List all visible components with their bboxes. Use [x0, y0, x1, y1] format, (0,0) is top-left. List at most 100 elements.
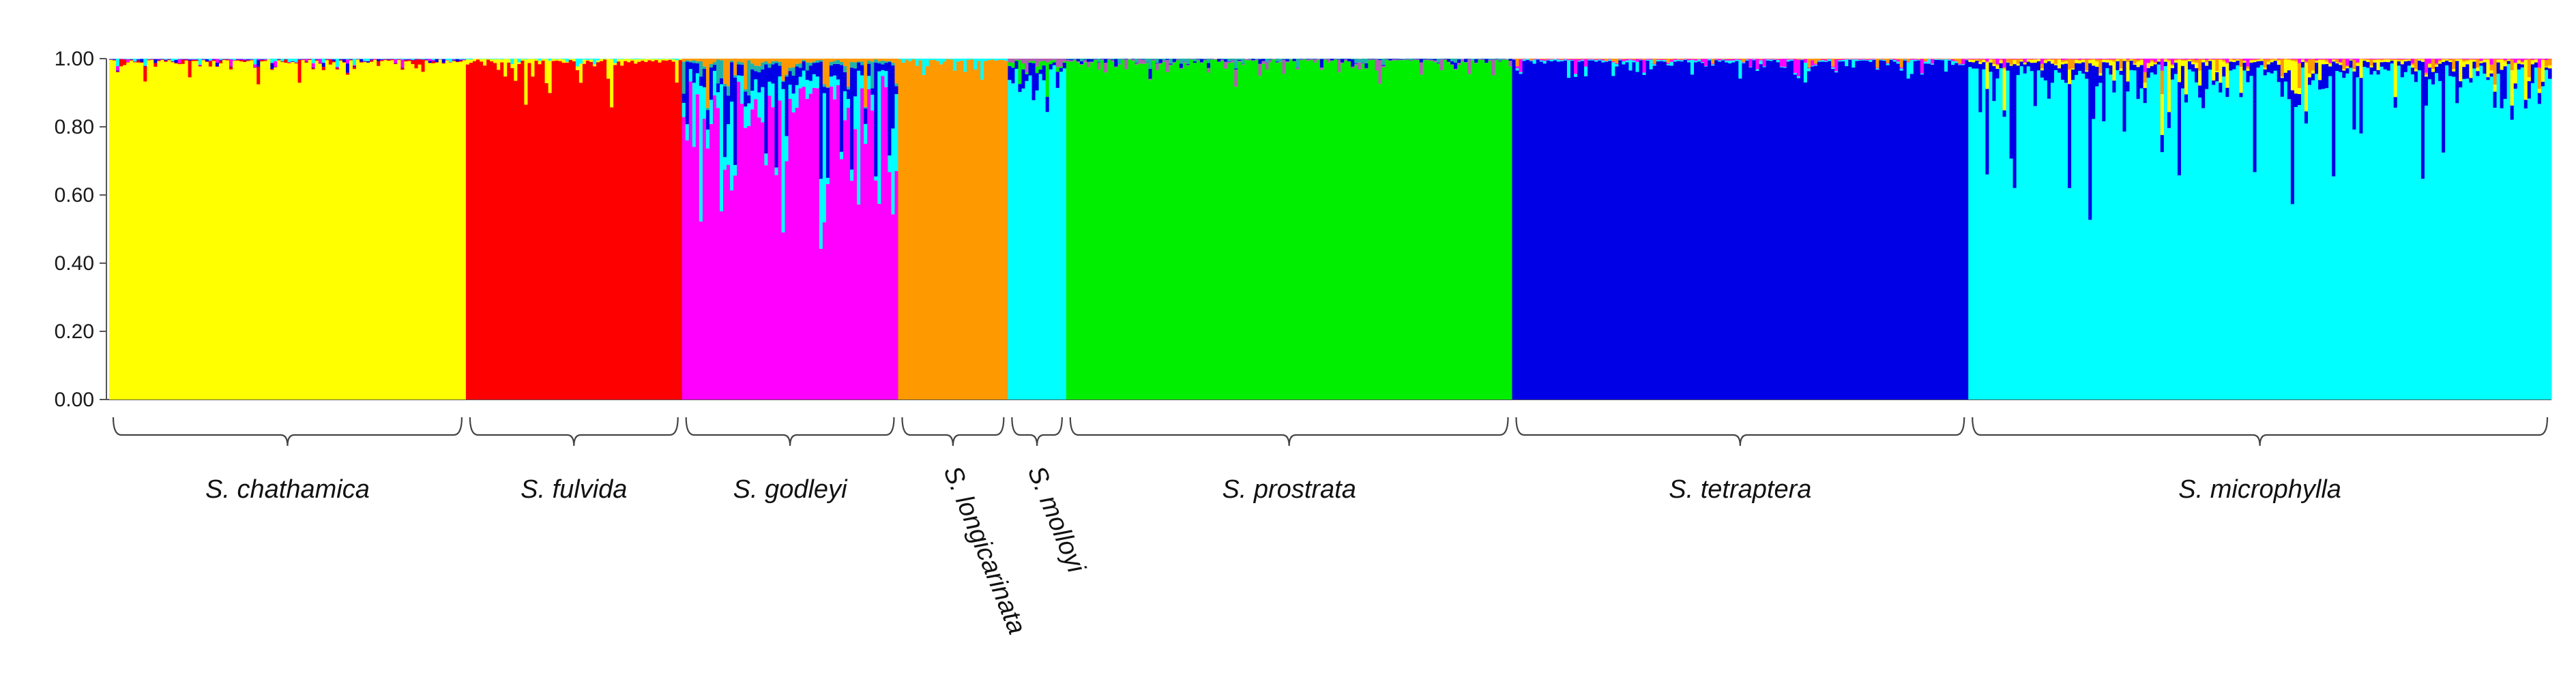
membership-segment	[1676, 59, 1681, 60]
membership-segment	[2527, 81, 2532, 99]
individual-bar	[1152, 59, 1156, 400]
membership-segment	[2239, 66, 2244, 93]
individual-bar	[2297, 59, 2302, 400]
membership-segment	[805, 98, 810, 400]
membership-segment	[2414, 69, 2418, 72]
individual-bar	[2420, 59, 2425, 400]
membership-segment	[1258, 63, 1263, 76]
membership-segment	[720, 60, 724, 78]
membership-segment	[651, 61, 656, 400]
membership-segment	[1192, 61, 1197, 63]
membership-segment	[225, 59, 230, 60]
membership-segment	[2311, 73, 2315, 80]
membership-segment	[2095, 59, 2099, 62]
individual-bar	[2184, 59, 2189, 400]
membership-segment	[839, 61, 844, 65]
membership-segment	[418, 59, 422, 65]
individual-bar	[1968, 59, 1972, 400]
individual-bar	[1855, 59, 1859, 400]
individual-bar	[1004, 59, 1008, 400]
membership-segment	[390, 60, 394, 400]
individual-bar	[1502, 59, 1506, 400]
individual-bar	[297, 59, 302, 400]
individual-bar	[877, 59, 881, 400]
membership-segment	[723, 59, 727, 84]
individual-bar	[1745, 59, 1750, 400]
membership-segment	[699, 221, 703, 400]
membership-segment	[727, 95, 731, 125]
membership-segment	[747, 60, 751, 95]
membership-segment	[167, 60, 172, 400]
membership-segment	[1018, 91, 1023, 400]
membership-segment	[822, 93, 827, 223]
membership-segment	[2102, 59, 2106, 63]
individual-bar	[1066, 59, 1070, 400]
individual-bar	[1704, 59, 1708, 400]
membership-segment	[685, 140, 690, 400]
individual-bar	[1725, 59, 1729, 400]
membership-segment	[1439, 59, 1444, 71]
membership-segment	[1251, 59, 1255, 61]
membership-segment	[2012, 64, 2017, 188]
individual-bar	[1316, 59, 1321, 400]
membership-segment	[695, 61, 700, 63]
individual-bar	[1834, 59, 1839, 400]
membership-segment	[857, 59, 861, 62]
membership-segment	[2236, 59, 2240, 60]
membership-segment	[2503, 61, 2508, 67]
individual-bar	[1738, 59, 1742, 400]
individual-bar	[2410, 59, 2415, 400]
membership-segment	[1498, 61, 1503, 62]
individual-bar	[544, 59, 549, 400]
membership-segment	[1210, 59, 1214, 60]
membership-segment	[561, 63, 566, 400]
membership-segment	[932, 59, 937, 60]
membership-segment	[1004, 59, 1008, 61]
membership-segment	[1611, 61, 1615, 63]
membership-segment	[1471, 59, 1475, 61]
individual-bar	[1083, 59, 1087, 400]
individual-bar	[2212, 59, 2216, 400]
individual-bar	[2266, 59, 2271, 400]
membership-segment	[1011, 62, 1016, 68]
membership-segment	[1577, 61, 1581, 400]
membership-segment	[2095, 67, 2099, 87]
membership-segment	[2424, 72, 2429, 75]
membership-segment	[1803, 62, 1808, 82]
membership-segment	[1978, 61, 1982, 64]
membership-segment	[2102, 121, 2106, 400]
membership-segment	[2040, 70, 2045, 78]
group-label: S. longicarinata	[938, 462, 1031, 639]
membership-segment	[1446, 62, 1451, 400]
membership-segment	[1697, 59, 1701, 62]
membership-segment	[1227, 59, 1231, 62]
individual-bar	[1982, 59, 1986, 400]
individual-bar	[229, 59, 233, 400]
individual-bar	[1549, 59, 1554, 400]
individual-bar	[215, 59, 220, 400]
group-bracket	[901, 417, 1005, 447]
individual-bar	[802, 59, 806, 400]
individual-bar	[1899, 59, 1904, 400]
membership-segment	[1433, 62, 1437, 400]
membership-segment	[709, 123, 714, 400]
membership-segment	[1351, 59, 1355, 67]
membership-segment	[2167, 127, 2171, 400]
membership-segment	[171, 61, 175, 63]
membership-segment	[318, 63, 323, 400]
membership-segment	[2489, 59, 2494, 65]
membership-segment	[1903, 60, 1907, 400]
membership-segment	[387, 61, 391, 400]
membership-segment	[730, 190, 734, 400]
membership-segment	[822, 87, 827, 93]
membership-segment	[1426, 59, 1431, 60]
membership-segment	[2043, 59, 2048, 61]
membership-segment	[1989, 62, 1993, 72]
individual-bar	[1965, 59, 1969, 400]
membership-segment	[548, 93, 553, 400]
individual-bar	[1302, 59, 1307, 400]
membership-segment	[2339, 65, 2343, 72]
membership-segment	[2170, 64, 2175, 66]
individual-bar	[1450, 59, 1454, 400]
membership-segment	[1234, 68, 1238, 70]
